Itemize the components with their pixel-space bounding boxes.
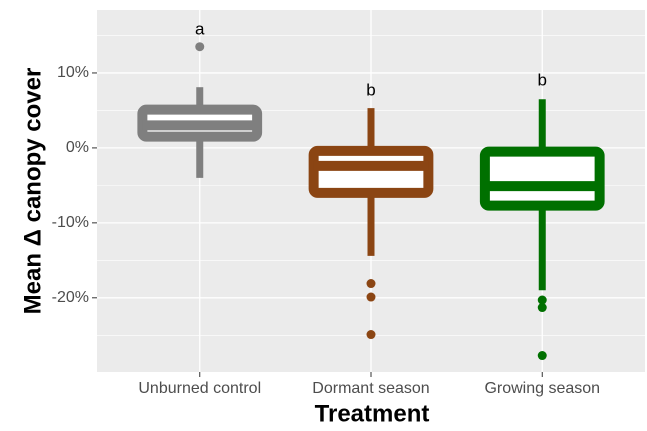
x-axis-title: Treatment	[315, 400, 430, 426]
y-tick-label: -20%	[52, 289, 89, 306]
y-axis-title: Mean Δ canopy cover	[19, 68, 46, 315]
outlier	[366, 292, 376, 302]
y-tick-label: 10%	[57, 64, 89, 81]
outlier	[366, 330, 376, 340]
x-tick-label: Growing season	[484, 380, 600, 397]
outlier	[537, 351, 547, 361]
outlier	[537, 295, 547, 305]
outlier	[366, 279, 376, 289]
y-tick-label: 0%	[66, 139, 89, 156]
y-tick-label: -10%	[52, 214, 89, 231]
outlier	[195, 42, 205, 52]
box	[308, 145, 434, 198]
significance-letter: b	[538, 71, 547, 90]
box	[479, 146, 605, 211]
x-tick-label: Dormant season	[312, 380, 429, 397]
significance-letter: b	[366, 80, 375, 99]
x-tick-label: Unburned control	[138, 380, 261, 397]
significance-letter: a	[195, 20, 205, 39]
outlier	[537, 303, 547, 313]
